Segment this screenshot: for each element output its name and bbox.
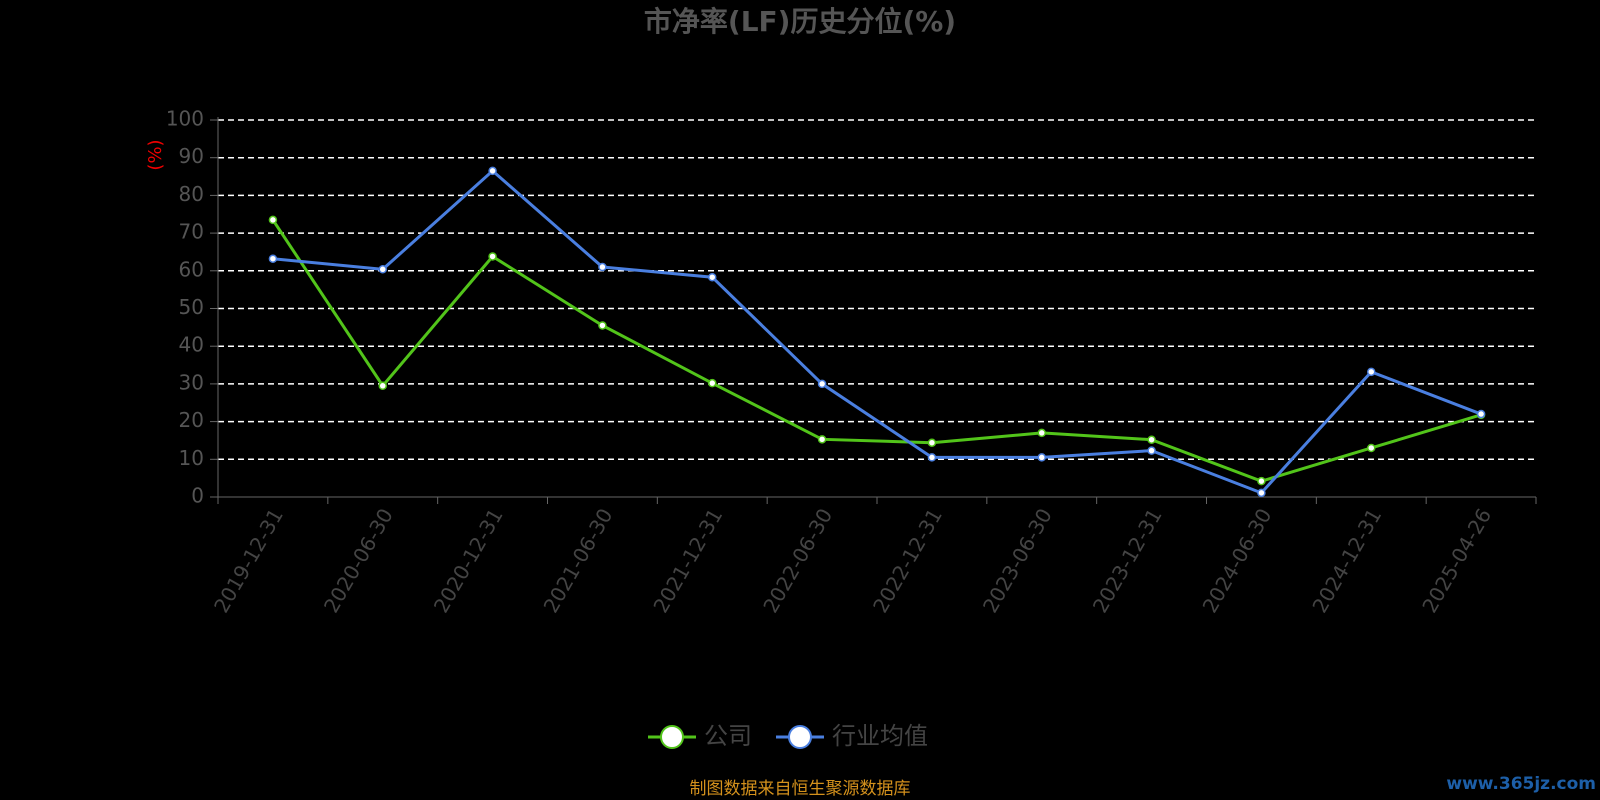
x-tick-label: 2024-12-31: [1307, 504, 1386, 617]
data-point: [708, 272, 717, 282]
data-point: [598, 321, 607, 330]
data-point: [708, 378, 717, 388]
data-point: [817, 435, 827, 444]
data-point: [1037, 453, 1046, 462]
x-tick-label: 2025-04-26: [1417, 504, 1496, 617]
legend-label: 行业均值: [832, 722, 928, 750]
watermark: www.365jz.com: [1446, 774, 1596, 794]
y-tick-label: 20: [179, 408, 204, 432]
y-axis-label: (%): [145, 139, 166, 170]
y-tick-label: 60: [179, 257, 204, 281]
y-tick-label: 90: [179, 144, 204, 168]
legend-marker: [660, 725, 684, 749]
x-tick-label: 2020-12-31: [429, 504, 508, 617]
data-point: [927, 438, 937, 447]
data-point: [1367, 367, 1376, 377]
source-note: 制图数据来自恒生聚源数据库: [690, 779, 911, 799]
chart-title: 市净率(LF)历史分位(%): [644, 5, 956, 38]
data-point: [1147, 435, 1156, 444]
data-point: [1257, 488, 1266, 498]
y-tick-label: 40: [179, 333, 204, 357]
data-point: [268, 215, 278, 225]
data-point: [817, 379, 827, 389]
x-tick-label: 2022-06-30: [758, 504, 837, 617]
data-point: [927, 453, 937, 462]
data-point: [378, 265, 387, 274]
x-tick-label: 2022-12-31: [868, 504, 947, 617]
data-point: [488, 252, 497, 261]
x-tick-label: 2023-06-30: [978, 504, 1057, 617]
data-point: [1367, 443, 1376, 453]
data-point: [268, 254, 278, 263]
data-point: [598, 262, 607, 272]
legend-label: 公司: [704, 722, 752, 750]
y-tick-label: 70: [179, 220, 204, 244]
x-tick-label: 2019-12-31: [209, 504, 288, 617]
series-line: [271, 219, 1482, 483]
x-tick-label: 2021-06-30: [539, 504, 618, 617]
x-tick-label: 2021-12-31: [648, 504, 727, 617]
data-point: [1147, 446, 1156, 455]
y-tick-label: 10: [179, 446, 204, 470]
data-point: [1476, 409, 1486, 419]
y-tick-label: 100: [166, 107, 204, 131]
y-tick-label: 50: [179, 295, 204, 319]
x-tick-label: 2023-12-31: [1088, 504, 1167, 617]
series-line: [272, 168, 1482, 495]
y-tick-label: 80: [179, 182, 204, 206]
x-tick-label: 2020-06-30: [319, 504, 398, 617]
y-tick-label: 30: [179, 370, 204, 394]
data-point: [378, 381, 387, 391]
legend-marker: [788, 725, 812, 749]
data-point: [1037, 428, 1046, 438]
y-tick-label: 0: [191, 484, 204, 508]
data-point: [1257, 476, 1266, 486]
data-point: [488, 166, 497, 176]
x-tick-label: 2024-06-30: [1198, 504, 1277, 617]
